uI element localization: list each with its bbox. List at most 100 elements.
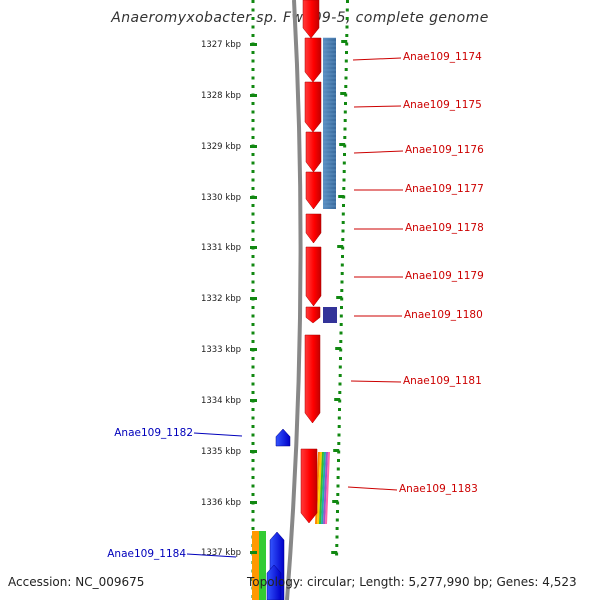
annotation-block-blue — [323, 38, 336, 209]
rail-dot — [346, 0, 349, 3]
leader-line-anae109-1176 — [353, 150, 404, 154]
gene-label-anae109-1183[interactable]: Anae109_1183 — [399, 483, 478, 495]
rail-dot — [341, 212, 345, 216]
rail-dot — [251, 25, 255, 29]
rail-dot — [251, 433, 255, 437]
tick-label: 1335 kbp — [201, 447, 241, 457]
tick-mark — [250, 94, 257, 97]
tick-mark — [250, 43, 257, 46]
rail-dot — [343, 127, 347, 131]
rail-dot — [345, 25, 349, 29]
rail-dot — [251, 187, 255, 190]
rail-dot — [251, 221, 255, 224]
gene-arrow-anae109-1177[interactable] — [305, 171, 322, 210]
rail-dot — [338, 408, 341, 411]
rail-dot — [339, 340, 343, 343]
rail-dot — [251, 76, 255, 80]
rail-dot — [345, 17, 349, 20]
rail-dot — [251, 17, 255, 20]
gene-arrow-anae109-1176[interactable] — [305, 131, 322, 173]
rail-dot — [251, 314, 255, 318]
rail-dot — [342, 170, 346, 173]
rail-dot — [251, 255, 255, 258]
gene-label-anae109-1175[interactable]: Anae109_1175 — [403, 99, 482, 111]
rail-dot — [336, 476, 340, 479]
rail-dot — [251, 110, 255, 114]
gene-label-anae109-1174[interactable]: Anae109_1174 — [403, 51, 482, 63]
rail-dot — [251, 425, 255, 428]
right-dotted-rail — [331, 0, 349, 556]
gene-arrow-anae109-1179[interactable] — [305, 246, 322, 307]
gene-arrow-anae109-1178[interactable] — [305, 213, 322, 244]
rail-dot — [251, 374, 255, 377]
gene-label-anae109-1181[interactable]: Anae109_1181 — [403, 375, 482, 387]
rail-dot — [251, 204, 255, 207]
gene-arrow-anae109-1175[interactable] — [304, 81, 322, 133]
rail-dot — [251, 416, 255, 420]
rail-dot — [251, 391, 255, 394]
rail-dot — [340, 289, 344, 292]
gene-arrow-anae109-1174[interactable] — [304, 37, 322, 83]
rail-dot — [345, 42, 349, 46]
rail-tick — [332, 500, 339, 503]
rail-tick — [336, 296, 343, 299]
leader-line-anae109-1182 — [193, 432, 243, 437]
rail-dot — [251, 119, 255, 122]
tick-mark — [250, 196, 257, 199]
rail-dot — [251, 467, 255, 471]
rail-dot — [251, 153, 255, 156]
genome-backbone — [285, 0, 303, 600]
annotation-stripe-multicolor — [325, 452, 330, 524]
gene-label-anae109-1176[interactable]: Anae109_1176 — [405, 144, 484, 156]
rail-dot — [251, 527, 255, 530]
accession-label: Accession: NC_009675 — [8, 575, 145, 589]
rail-dot — [251, 229, 255, 233]
rail-dot — [337, 459, 340, 462]
rail-dot — [345, 51, 348, 54]
rail-tick — [334, 398, 341, 401]
rail-dot — [337, 442, 341, 445]
rail-dot — [339, 314, 343, 318]
gene-label-anae109-1180[interactable]: Anae109_1180 — [404, 309, 483, 321]
rail-tick — [339, 143, 346, 146]
rail-dot — [340, 272, 344, 275]
rail-dot — [343, 119, 347, 122]
rail-dot — [344, 102, 347, 105]
rail-dot — [251, 238, 255, 241]
gene-arrow-anae109-1183[interactable] — [300, 448, 318, 524]
rail-dot — [251, 59, 255, 63]
gene-label-anae109-1182[interactable]: Anae109_1182 — [114, 427, 193, 439]
tick-mark — [250, 145, 257, 148]
gene-label-anae109-1184[interactable]: Anae109_1184 — [107, 548, 186, 560]
rail-dot — [251, 476, 255, 479]
gene-label-anae109-1179[interactable]: Anae109_1179 — [405, 270, 484, 282]
gene-arrow-upstream[interactable] — [302, 0, 320, 39]
rail-tick — [333, 449, 340, 452]
gene-arrow-anae109-1181[interactable] — [304, 334, 321, 424]
tick-label: 1332 kbp — [201, 294, 241, 304]
rail-dot — [340, 306, 343, 309]
rail-dot — [339, 357, 342, 360]
rail-dot — [251, 127, 255, 131]
tick-mark — [250, 246, 257, 249]
tick-mark — [250, 501, 257, 504]
rail-dot — [251, 272, 255, 275]
gene-label-anae109-1178[interactable]: Anae109_1178 — [405, 222, 484, 234]
gene-label-anae109-1177[interactable]: Anae109_1177 — [405, 183, 484, 195]
rail-dot — [335, 518, 339, 522]
rail-dot — [336, 493, 340, 496]
rail-dot — [342, 187, 346, 190]
gene-arrow-anae109-1180[interactable] — [305, 306, 321, 324]
gene-arrow-downstream[interactable] — [266, 564, 282, 600]
rail-dot — [340, 280, 344, 284]
rail-tick — [340, 92, 347, 95]
tick-label: 1333 kbp — [201, 345, 241, 355]
rail-dot — [336, 484, 340, 488]
gene-arrow-anae109-1182[interactable] — [275, 428, 291, 447]
genome-summary: Topology: circular; Length: 5,277,990 bp… — [247, 575, 577, 589]
rail-dot — [251, 331, 255, 335]
rail-dot — [251, 178, 255, 182]
rail-dot — [251, 34, 255, 37]
rail-dot — [337, 416, 341, 420]
